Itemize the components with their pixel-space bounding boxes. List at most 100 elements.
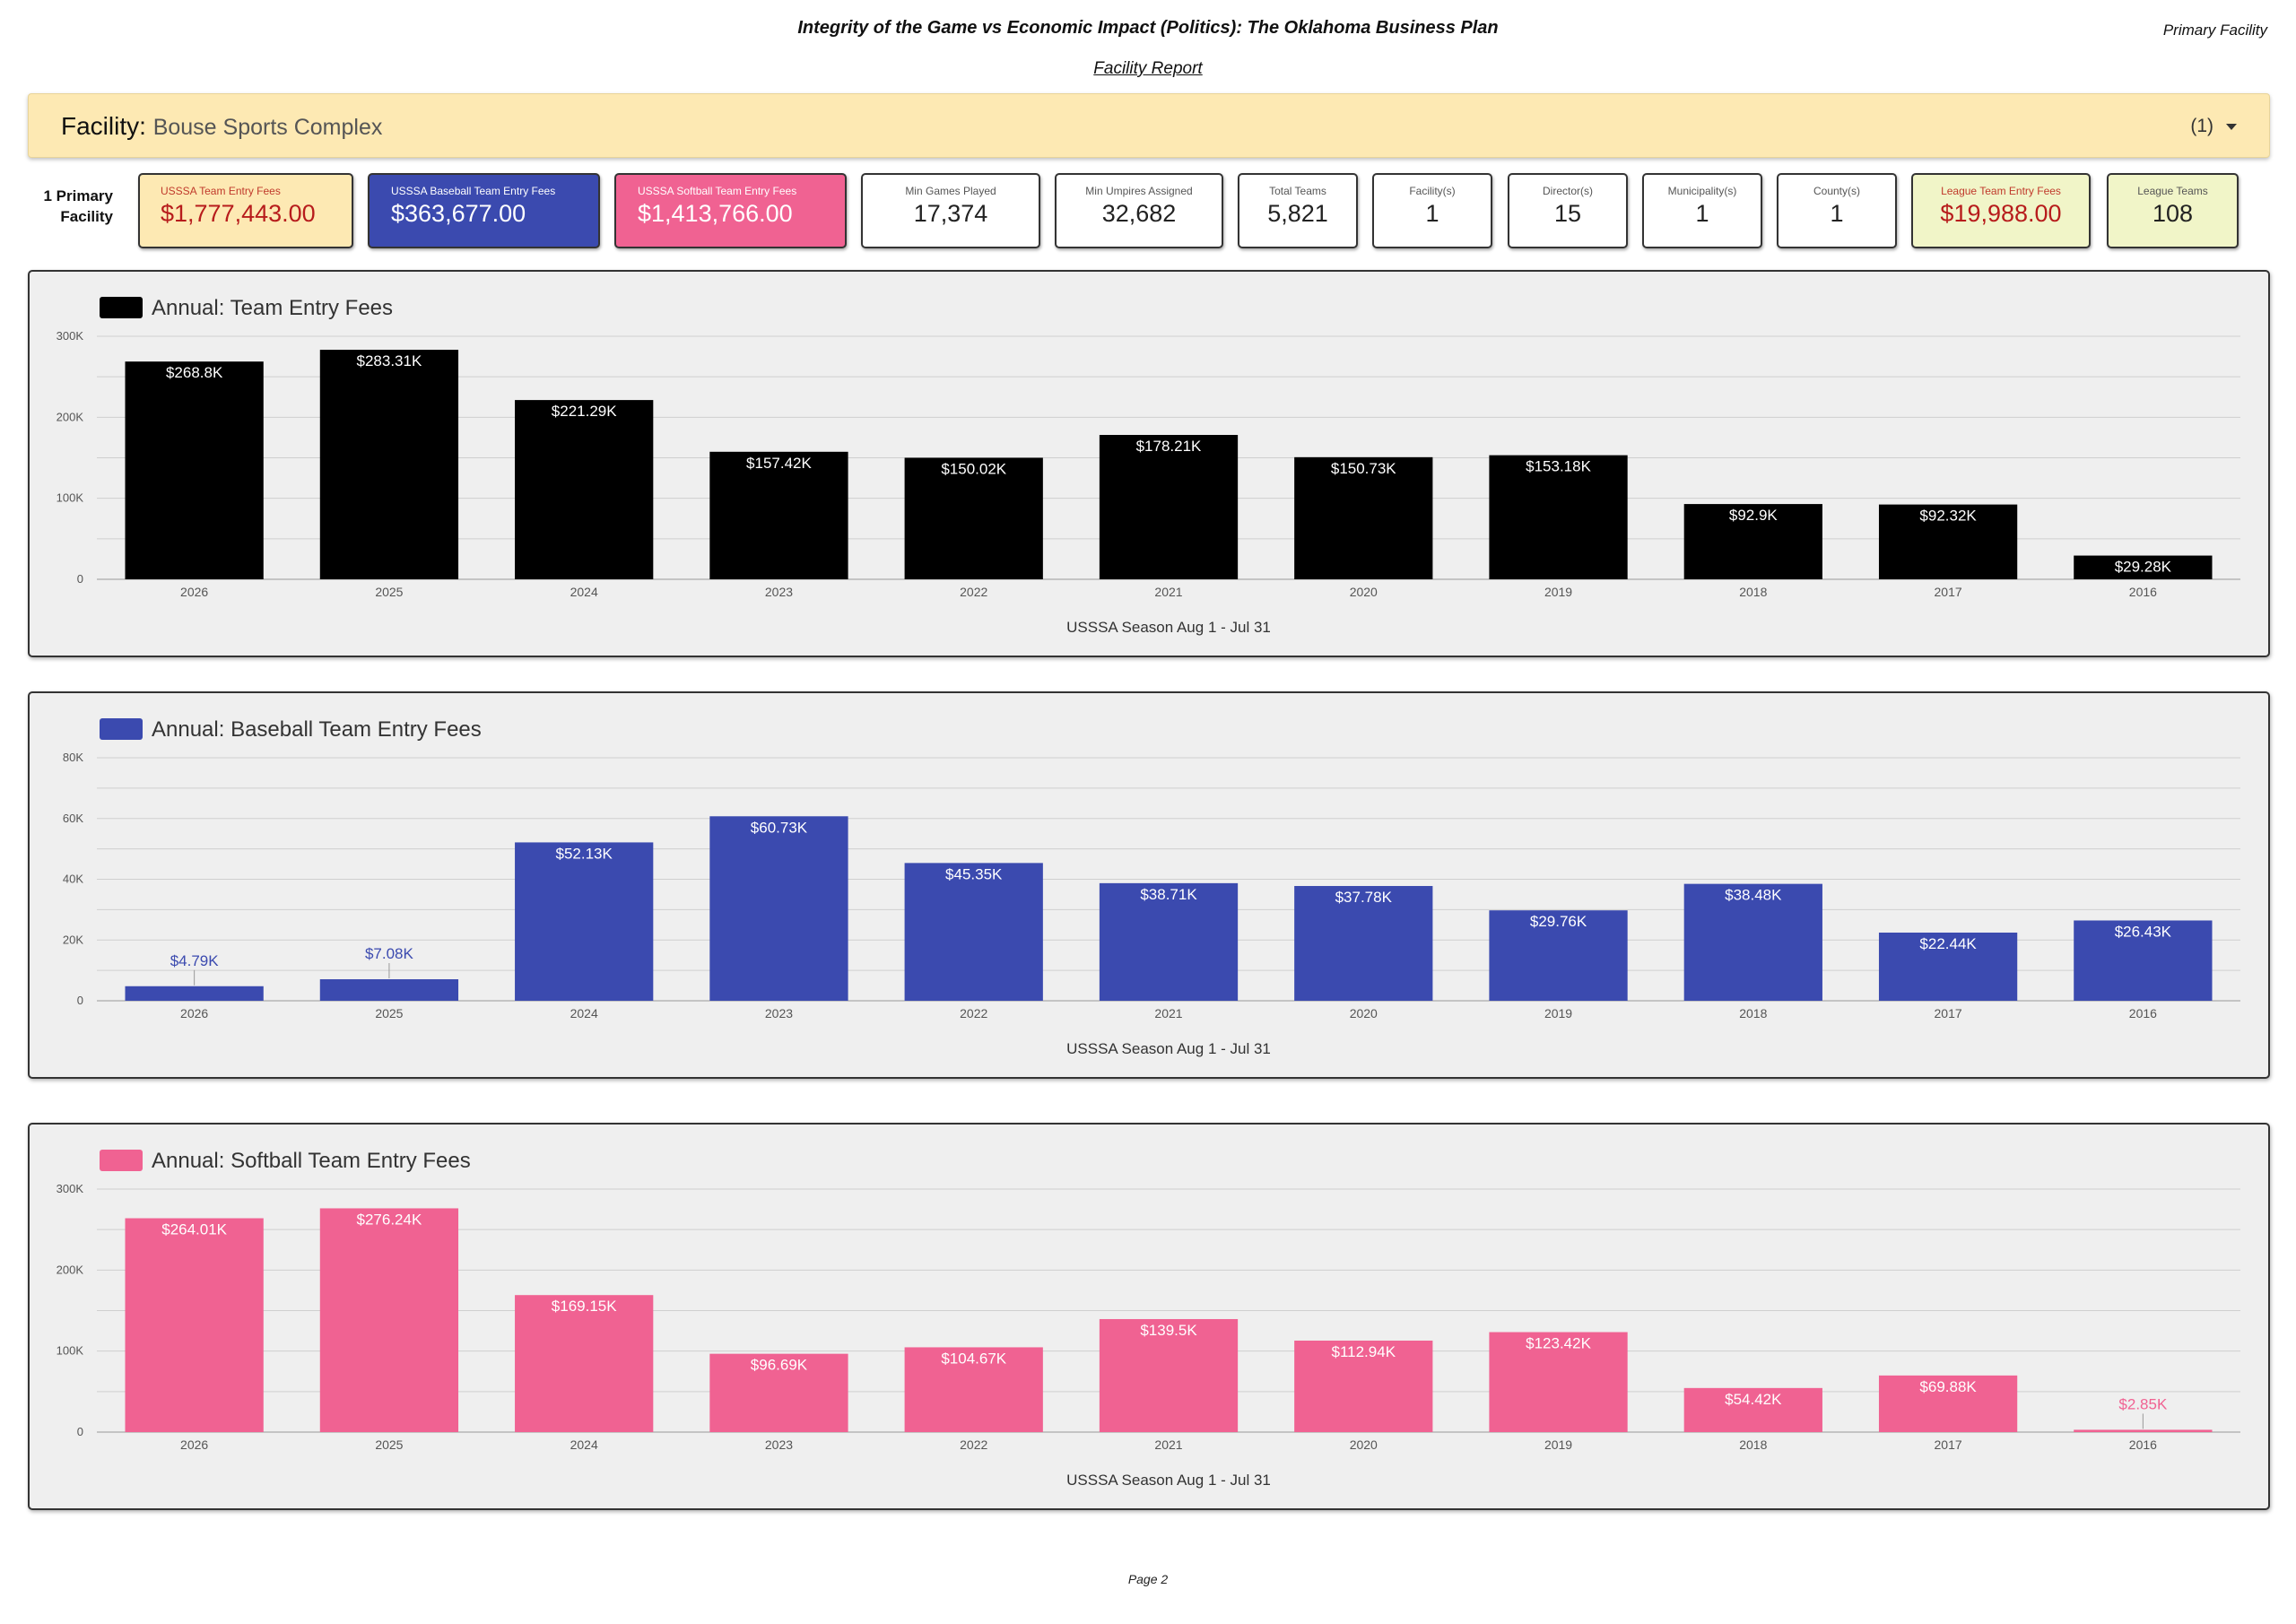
bar-2020[interactable] — [1294, 1340, 1433, 1432]
x-axis-label: USSSA Season Aug 1 - Jul 31 — [1066, 619, 1271, 636]
x-tick-label: 2022 — [960, 585, 987, 599]
kpi-label: Min Umpires Assigned — [1085, 185, 1193, 197]
kpi-label: County(s) — [1813, 185, 1860, 197]
data-label: $60.73K — [751, 819, 808, 836]
x-tick-label: 2026 — [180, 585, 208, 599]
y-tick-label: 100K — [57, 491, 84, 505]
bar-2026[interactable] — [125, 986, 264, 1001]
x-tick-label: 2024 — [570, 1437, 598, 1452]
data-label: $221.29K — [552, 403, 617, 420]
primary-facility-count: 1 Primary Facility — [43, 187, 114, 225]
x-tick-label: 2018 — [1739, 1006, 1767, 1020]
bar-2018[interactable] — [1683, 883, 1822, 1001]
facility-dropdown[interactable]: (1) — [2190, 116, 2237, 137]
kpi-card-league-team-entry-fees: League Team Entry Fees $19,988.00 — [1911, 173, 2091, 248]
kpi-label: USSSA Softball Team Entry Fees — [638, 185, 797, 197]
bar-2019[interactable] — [1489, 1332, 1628, 1432]
bar-2018[interactable] — [1683, 1387, 1822, 1432]
bar-2023[interactable] — [709, 1353, 848, 1432]
bar-2023[interactable] — [709, 451, 848, 579]
bar-2021[interactable] — [1099, 1318, 1239, 1432]
legend-label: Annual: Baseball Team Entry Fees — [152, 717, 482, 742]
kpi-card-baseball-team-entry-fees: USSSA Baseball Team Entry Fees $363,677.… — [368, 173, 600, 248]
bar-2016[interactable] — [2074, 555, 2213, 579]
page-number: Page 2 — [1127, 1572, 1169, 1586]
data-label: $150.73K — [1331, 460, 1396, 477]
bar-2021[interactable] — [1099, 435, 1239, 579]
bar-2016[interactable] — [2074, 920, 2213, 1001]
data-label: $26.43K — [2115, 923, 2172, 940]
data-label: $38.48K — [1725, 887, 1782, 904]
report-subtitle[interactable]: Facility Report — [1093, 59, 1203, 78]
kpi-value: 5,821 — [1267, 200, 1328, 227]
y-tick-label: 0 — [77, 1425, 83, 1438]
data-label: $104.67K — [941, 1350, 1006, 1367]
bar-2017[interactable] — [1878, 932, 2018, 1001]
bar-2021[interactable] — [1099, 882, 1239, 1001]
data-label: $157.42K — [746, 455, 812, 472]
y-tick-label: 40K — [63, 873, 83, 886]
kpi-label: Director(s) — [1543, 185, 1593, 197]
x-tick-label: 2023 — [765, 1437, 793, 1452]
bar-2020[interactable] — [1294, 456, 1433, 579]
bar-2024[interactable] — [515, 842, 654, 1001]
caret-down-icon[interactable] — [2226, 123, 2237, 130]
facility-name: Bouse Sports Complex — [152, 115, 383, 140]
x-tick-label: 2017 — [1935, 585, 1962, 599]
chart-panel-baseball-entry-fees: Annual: Baseball Team Entry Fees 0 20K 40K 6… — [28, 691, 2270, 1079]
bar-2017[interactable] — [1878, 1375, 2018, 1432]
bar-2019[interactable] — [1489, 455, 1628, 579]
bar-2024[interactable] — [515, 400, 654, 579]
bar-chart-team-entry-fees: Annual: Team Entry Fees 0 100K 200K 300K $268… — [57, 296, 2240, 636]
kpi-value: $1,413,766.00 — [638, 200, 793, 227]
y-tick-label: 20K — [63, 933, 83, 946]
y-tick-label: 300K — [57, 1182, 84, 1195]
kpi-value: 15 — [1553, 200, 1582, 227]
y-tick-label: 80K — [63, 751, 83, 764]
chart-panel-softball-entry-fees: Annual: Softball Team Entry Fees 0 100K 200… — [28, 1123, 2270, 1510]
data-label: $29.76K — [1530, 913, 1587, 930]
report-title: Integrity of the Game vs Economic Impact… — [797, 18, 1499, 38]
x-tick-label: 2019 — [1544, 585, 1572, 599]
kpi-value: 1 — [1695, 200, 1709, 227]
bar-2022[interactable] — [904, 863, 1043, 1001]
data-label: $264.01K — [161, 1221, 227, 1238]
x-tick-label: 2019 — [1544, 1006, 1572, 1020]
bar-2026[interactable] — [125, 361, 264, 579]
kpi-value: $1,777,443.00 — [161, 200, 316, 227]
x-axis-label: USSSA Season Aug 1 - Jul 31 — [1066, 1040, 1271, 1057]
bar-2025[interactable] — [319, 350, 459, 579]
x-tick-label: 2016 — [2129, 1006, 2157, 1020]
data-label: $7.08K — [365, 945, 414, 962]
facility-filter-label: Facility: Bouse Sports Complex — [61, 112, 383, 140]
x-tick-label: 2025 — [375, 1006, 403, 1020]
x-tick-label: 2016 — [2129, 1437, 2157, 1452]
bar-2018[interactable] — [1683, 504, 1822, 579]
x-tick-label: 2022 — [960, 1006, 987, 1020]
bar-2023[interactable] — [709, 816, 848, 1001]
bar-2016[interactable] — [2074, 1429, 2213, 1432]
bar-2026[interactable] — [125, 1218, 264, 1432]
bar-2025[interactable] — [319, 1208, 459, 1432]
x-tick-label: 2023 — [765, 585, 793, 599]
x-tick-label: 2022 — [960, 1437, 987, 1452]
kpi-value: 108 — [2152, 200, 2194, 227]
bar-2019[interactable] — [1489, 910, 1628, 1001]
data-label: $153.18K — [1526, 458, 1591, 475]
x-tick-label: 2017 — [1935, 1006, 1962, 1020]
data-label: $283.31K — [357, 352, 422, 369]
facility-filter[interactable]: Facility: Bouse Sports Complex (1) — [28, 93, 2270, 158]
bar-chart-softball-entry-fees: Annual: Softball Team Entry Fees 0 100K 200… — [57, 1149, 2240, 1489]
chart-panel-team-entry-fees: Annual: Team Entry Fees 0 100K 200K 300K $268… — [28, 270, 2270, 657]
bar-2024[interactable] — [515, 1295, 654, 1432]
x-tick-label: 2026 — [180, 1437, 208, 1452]
x-tick-label: 2018 — [1739, 585, 1767, 599]
data-label: $22.44K — [1919, 935, 1977, 952]
kpi-label: Total Teams — [1269, 185, 1326, 197]
bar-2022[interactable] — [904, 457, 1043, 579]
bar-2020[interactable] — [1294, 886, 1433, 1001]
bar-2025[interactable] — [319, 979, 459, 1001]
bar-2022[interactable] — [904, 1347, 1043, 1432]
x-tick-label: 2021 — [1154, 1006, 1182, 1020]
bar-2017[interactable] — [1878, 504, 2018, 579]
